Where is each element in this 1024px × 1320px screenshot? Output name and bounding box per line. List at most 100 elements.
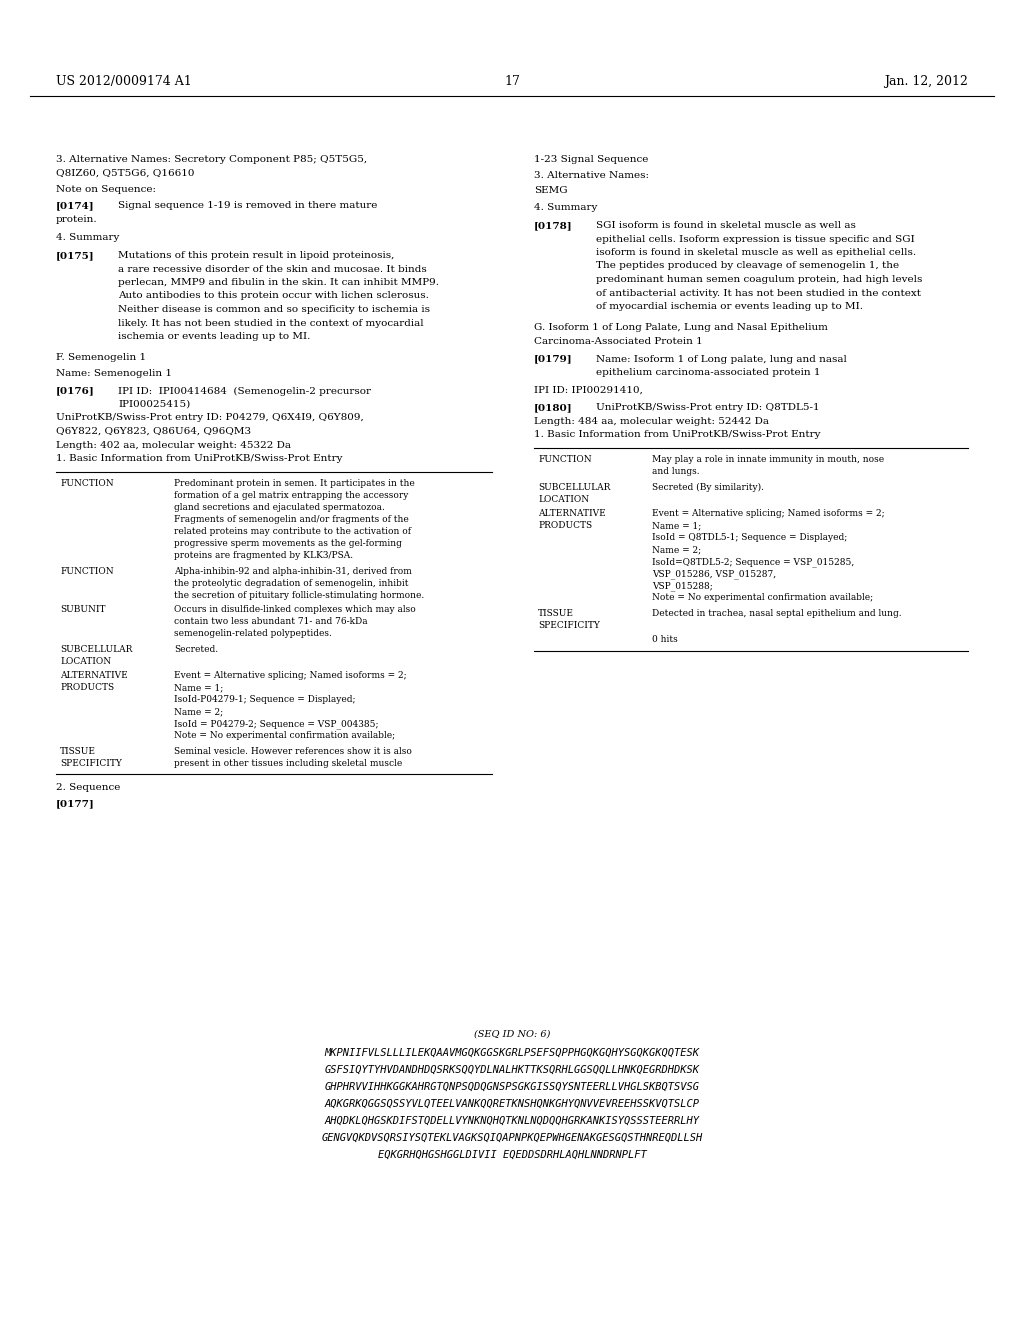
Text: the proteolytic degradation of semenogelin, inhibit: the proteolytic degradation of semenogel…	[174, 578, 409, 587]
Text: Predominant protein in semen. It participates in the: Predominant protein in semen. It partici…	[174, 479, 415, 488]
Text: [0176]: [0176]	[56, 387, 95, 396]
Text: IsoId = P04279-2; Sequence = VSP_004385;: IsoId = P04279-2; Sequence = VSP_004385;	[174, 719, 379, 729]
Text: Name: Semenogelin 1: Name: Semenogelin 1	[56, 370, 172, 378]
Text: AQKGRKQGGSQSSYVLQTEELVANKQQRETKNSHQNKGHYQNVVEVREEHSSKVQTSLCP: AQKGRKQGGSQSSYVLQTEELVANKQQRETKNSHQNKGHY…	[325, 1100, 699, 1109]
Text: [0174]: [0174]	[56, 202, 94, 210]
Text: of myocardial ischemia or events leading up to MI.: of myocardial ischemia or events leading…	[596, 302, 863, 312]
Text: Fragments of semenogelin and/or fragments of the: Fragments of semenogelin and/or fragment…	[174, 516, 409, 524]
Text: May play a role in innate immunity in mouth, nose: May play a role in innate immunity in mo…	[652, 455, 884, 465]
Text: UniProtKB/Swiss-Prot entry ID: Q8TDL5-1: UniProtKB/Swiss-Prot entry ID: Q8TDL5-1	[596, 403, 819, 412]
Text: gland secretions and ejaculated spermatozoa.: gland secretions and ejaculated spermato…	[174, 503, 385, 512]
Text: 1-23 Signal Sequence: 1-23 Signal Sequence	[534, 154, 648, 164]
Text: SUBUNIT: SUBUNIT	[60, 606, 105, 615]
Text: IsoId=Q8TDL5-2; Sequence = VSP_015285,: IsoId=Q8TDL5-2; Sequence = VSP_015285,	[652, 557, 854, 568]
Text: 3. Alternative Names: Secretory Component P85; Q5T5G5,: 3. Alternative Names: Secretory Componen…	[56, 154, 368, 164]
Text: Alpha-inhibin-92 and alpha-inhibin-31, derived from: Alpha-inhibin-92 and alpha-inhibin-31, d…	[174, 566, 412, 576]
Text: 0 hits: 0 hits	[652, 635, 678, 644]
Text: SGI isoform is found in skeletal muscle as well as: SGI isoform is found in skeletal muscle …	[596, 220, 856, 230]
Text: Detected in trachea, nasal septal epithelium and lung.: Detected in trachea, nasal septal epithe…	[652, 609, 901, 618]
Text: AHQDKLQHGSKDIFSTQDELLVYNKNQHQTKNLNQDQQHGRKANKISYQSSSTEERRLHY: AHQDKLQHGSKDIFSTQDELLVYNKNQHQTKNLNQDQQHG…	[325, 1115, 699, 1126]
Text: Secreted.: Secreted.	[174, 644, 218, 653]
Text: of antibacterial activity. It has not been studied in the context: of antibacterial activity. It has not be…	[596, 289, 921, 297]
Text: Note on Sequence:: Note on Sequence:	[56, 185, 156, 194]
Text: GHPHRVVIHHKGGKAHRGTQNPSQDQGNSPSGKGISSQYSNTEERLLVHGLSKBQTSVSG: GHPHRVVIHHKGGKAHRGTQNPSQDQGNSPSGKGISSQYS…	[325, 1082, 699, 1092]
Text: likely. It has not been studied in the context of myocardial: likely. It has not been studied in the c…	[118, 318, 424, 327]
Text: F. Semenogelin 1: F. Semenogelin 1	[56, 354, 146, 363]
Text: Secreted (By similarity).: Secreted (By similarity).	[652, 483, 764, 491]
Text: semenogelin-related polypeptides.: semenogelin-related polypeptides.	[174, 630, 332, 639]
Text: Name = 1;: Name = 1;	[174, 684, 223, 693]
Text: 2. Sequence: 2. Sequence	[56, 784, 121, 792]
Text: proteins are fragmented by KLK3/PSA.: proteins are fragmented by KLK3/PSA.	[174, 552, 353, 561]
Text: G. Isoform 1 of Long Palate, Lung and Nasal Epithelium: G. Isoform 1 of Long Palate, Lung and Na…	[534, 323, 827, 333]
Text: Note = No experimental confirmation available;: Note = No experimental confirmation avai…	[652, 594, 873, 602]
Text: [0178]: [0178]	[534, 220, 572, 230]
Text: protein.: protein.	[56, 215, 97, 224]
Text: SPECIFICITY: SPECIFICITY	[538, 620, 600, 630]
Text: [0175]: [0175]	[56, 251, 94, 260]
Text: US 2012/0009174 A1: US 2012/0009174 A1	[56, 75, 191, 88]
Text: Event = Alternative splicing; Named isoforms = 2;: Event = Alternative splicing; Named isof…	[174, 672, 407, 681]
Text: [0179]: [0179]	[534, 355, 572, 363]
Text: IsoId = Q8TDL5-1; Sequence = Displayed;: IsoId = Q8TDL5-1; Sequence = Displayed;	[652, 533, 847, 543]
Text: a rare recessive disorder of the skin and mucosae. It binds: a rare recessive disorder of the skin an…	[118, 264, 427, 273]
Text: 17: 17	[504, 75, 520, 88]
Text: Note = No experimental confirmation available;: Note = No experimental confirmation avai…	[174, 731, 395, 741]
Text: perlecan, MMP9 and fibulin in the skin. It can inhibit MMP9.: perlecan, MMP9 and fibulin in the skin. …	[118, 279, 439, 286]
Text: and lungs.: and lungs.	[652, 467, 699, 477]
Text: [0180]: [0180]	[534, 403, 572, 412]
Text: FUNCTION: FUNCTION	[60, 566, 114, 576]
Text: LOCATION: LOCATION	[60, 656, 112, 665]
Text: present in other tissues including skeletal muscle: present in other tissues including skele…	[174, 759, 402, 767]
Text: LOCATION: LOCATION	[538, 495, 589, 503]
Text: GENGVQKDVSQRSIYSQTEKLVAGKSQIQAPNPKQEPWHGENAKGESGQSTHNREQDLLSH: GENGVQKDVSQRSIYSQTEKLVAGKSQIQAPNPKQEPWHG…	[322, 1133, 702, 1143]
Text: formation of a gel matrix entrapping the accessory: formation of a gel matrix entrapping the…	[174, 491, 409, 500]
Text: The peptides produced by cleavage of semenogelin 1, the: The peptides produced by cleavage of sem…	[596, 261, 899, 271]
Text: IPI ID:  IPI00414684  (Semenogelin-2 precursor: IPI ID: IPI00414684 (Semenogelin-2 precu…	[118, 387, 371, 396]
Text: related proteins may contribute to the activation of: related proteins may contribute to the a…	[174, 528, 411, 536]
Text: SUBCELLULAR: SUBCELLULAR	[60, 644, 132, 653]
Text: ischemia or events leading up to MI.: ischemia or events leading up to MI.	[118, 333, 310, 341]
Text: 4. Summary: 4. Summary	[534, 203, 597, 213]
Text: epithelium carcinoma-associated protein 1: epithelium carcinoma-associated protein …	[596, 368, 820, 378]
Text: Signal sequence 1-19 is removed in there mature: Signal sequence 1-19 is removed in there…	[118, 202, 378, 210]
Text: contain two less abundant 71- and 76-kDa: contain two less abundant 71- and 76-kDa	[174, 618, 368, 627]
Text: progressive sperm movements as the gel-forming: progressive sperm movements as the gel-f…	[174, 540, 401, 549]
Text: TISSUE: TISSUE	[538, 609, 574, 618]
Text: Length: 402 aa, molecular weight: 45322 Da: Length: 402 aa, molecular weight: 45322 …	[56, 441, 291, 450]
Text: ALTERNATIVE: ALTERNATIVE	[538, 510, 606, 519]
Text: SEMG: SEMG	[534, 186, 567, 195]
Text: Length: 484 aa, molecular weight: 52442 Da: Length: 484 aa, molecular weight: 52442 …	[534, 417, 769, 425]
Text: the secretion of pituitary follicle-stimulating hormone.: the secretion of pituitary follicle-stim…	[174, 590, 424, 599]
Text: [0177]: [0177]	[56, 799, 95, 808]
Text: isoform is found in skeletal muscle as well as epithelial cells.: isoform is found in skeletal muscle as w…	[596, 248, 916, 257]
Text: FUNCTION: FUNCTION	[538, 455, 592, 465]
Text: VSP_015288;: VSP_015288;	[652, 582, 713, 591]
Text: PRODUCTS: PRODUCTS	[538, 521, 592, 531]
Text: SUBCELLULAR: SUBCELLULAR	[538, 483, 610, 491]
Text: IsoId-P04279-1; Sequence = Displayed;: IsoId-P04279-1; Sequence = Displayed;	[174, 696, 355, 705]
Text: Neither disease is common and so specificity to ischemia is: Neither disease is common and so specifi…	[118, 305, 430, 314]
Text: MKPNIIFVLSLLLILEKQAAVMGQKGGSKGRLPSEFSQPPHGQKGQHYSGQKGKQQTESK: MKPNIIFVLSLLLILEKQAAVMGQKGGSKGRLPSEFSQPP…	[325, 1048, 699, 1059]
Text: Name = 2;: Name = 2;	[652, 545, 701, 554]
Text: predominant human semen coagulum protein, had high levels: predominant human semen coagulum protein…	[596, 275, 923, 284]
Text: GSFSIQYTYHVDANDHDQSRKSQQYDLNALHKTTKSQRHLGGSQQLLHNKQEGRDHDKSK: GSFSIQYTYHVDANDHDQSRKSQQYDLNALHKTTKSQRHL…	[325, 1065, 699, 1074]
Text: 1. Basic Information from UniProtKB/Swiss-Prot Entry: 1. Basic Information from UniProtKB/Swis…	[56, 454, 342, 463]
Text: Jan. 12, 2012: Jan. 12, 2012	[884, 75, 968, 88]
Text: Auto antibodies to this protein occur with lichen sclerosus.: Auto antibodies to this protein occur wi…	[118, 292, 429, 301]
Text: SPECIFICITY: SPECIFICITY	[60, 759, 122, 767]
Text: PRODUCTS: PRODUCTS	[60, 684, 114, 693]
Text: TISSUE: TISSUE	[60, 747, 96, 755]
Text: (SEQ ID NO: 6): (SEQ ID NO: 6)	[474, 1030, 550, 1039]
Text: Carcinoma-Associated Protein 1: Carcinoma-Associated Protein 1	[534, 337, 702, 346]
Text: 1. Basic Information from UniProtKB/Swiss-Prot Entry: 1. Basic Information from UniProtKB/Swis…	[534, 430, 820, 440]
Text: Occurs in disulfide-linked complexes which may also: Occurs in disulfide-linked complexes whi…	[174, 606, 416, 615]
Text: ALTERNATIVE: ALTERNATIVE	[60, 672, 128, 681]
Text: Name = 2;: Name = 2;	[174, 708, 223, 717]
Text: Mutations of this protein result in lipoid proteinosis,: Mutations of this protein result in lipo…	[118, 251, 394, 260]
Text: Q8IZ60, Q5T5G6, Q16610: Q8IZ60, Q5T5G6, Q16610	[56, 169, 195, 177]
Text: FUNCTION: FUNCTION	[60, 479, 114, 488]
Text: Q6Y822, Q6Y823, Q86U64, Q96QM3: Q6Y822, Q6Y823, Q86U64, Q96QM3	[56, 426, 251, 436]
Text: Name = 1;: Name = 1;	[652, 521, 701, 531]
Text: Seminal vesicle. However references show it is also: Seminal vesicle. However references show…	[174, 747, 412, 755]
